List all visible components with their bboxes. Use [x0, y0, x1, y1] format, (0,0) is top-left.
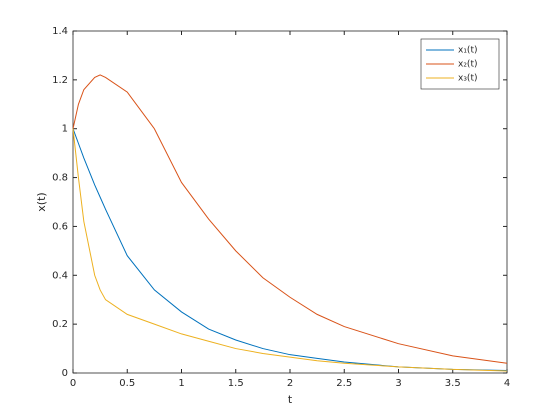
y-tick-label: 1.2	[52, 75, 68, 86]
series-line	[72, 128, 508, 372]
series-line	[72, 128, 508, 372]
y-axis-label: x(t)	[35, 192, 48, 211]
x-tick-label: 0.5	[119, 378, 135, 389]
y-tick-label: 1.4	[52, 26, 68, 37]
legend-label: x₁(t)	[458, 46, 478, 56]
x-tick-label: 4	[504, 378, 510, 389]
legend-label: x₃(t)	[458, 74, 478, 84]
y-tick-label: 0	[62, 368, 68, 379]
y-tick-label: 1	[62, 124, 68, 135]
legend: x₁(t) x₂(t) x₃(t)	[420, 38, 500, 90]
legend-label: x₂(t)	[458, 60, 478, 70]
x-tick-label: 2	[287, 378, 293, 389]
x-tick-label: 3.5	[445, 378, 461, 389]
series-line	[72, 74, 508, 364]
y-tick-label: 0.6	[52, 221, 68, 232]
x-tick-label: 3	[395, 378, 401, 389]
y-tick-label: 0.8	[52, 173, 68, 184]
y-tick-label: 0.2	[52, 319, 68, 330]
x-axis-label: t	[288, 393, 293, 406]
x-tick-label: 2.5	[336, 378, 352, 389]
x-tick-label: 1.5	[228, 378, 244, 389]
x-tick-label: 0	[70, 378, 76, 389]
y-tick-label: 0.4	[52, 270, 68, 281]
x-tick-label: 1	[178, 378, 184, 389]
